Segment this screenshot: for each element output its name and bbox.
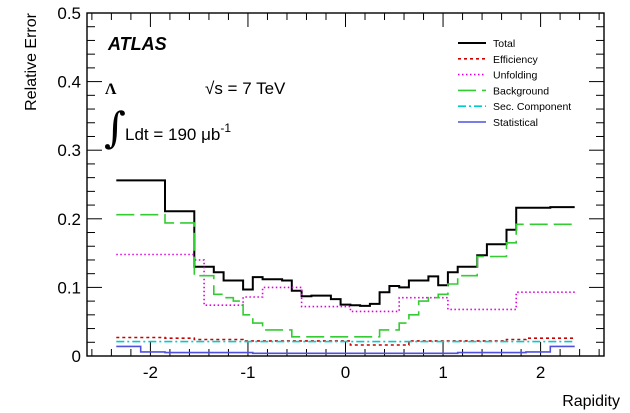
- legend-label: Background: [493, 85, 549, 97]
- x-tick-label: 0: [341, 363, 350, 382]
- x-tick-label: 1: [438, 363, 447, 382]
- integral-symbol: ∫: [104, 103, 126, 152]
- series-lines: [116, 179, 575, 355]
- legend-label: Efficiency: [493, 54, 538, 66]
- y-tick-label: 0.5: [57, 4, 81, 23]
- series-line-background: [116, 213, 575, 338]
- x-tick-label: -2: [143, 363, 158, 382]
- energy-label: √s = 7 TeV: [205, 79, 286, 98]
- y-tick-label: 0.1: [57, 278, 81, 297]
- y-tick-label: 0.3: [57, 141, 81, 160]
- y-tick-label: 0: [72, 347, 81, 366]
- legend-label: Unfolding: [493, 70, 538, 82]
- y-tick-labels: 0 0.1 0.2 0.3 0.4 0.5: [57, 4, 81, 366]
- lambda-symbol: Λ: [105, 81, 117, 98]
- y-tick-label: 0.2: [57, 210, 81, 229]
- atlas-label: ATLAS: [107, 34, 167, 54]
- legend-label: Sec. Component: [493, 101, 571, 113]
- x-axis-label: Rapidity: [562, 393, 620, 410]
- y-tick-label: 0.4: [57, 73, 81, 92]
- y-axis-label: Relative Error: [23, 12, 40, 110]
- x-tick-label: 2: [536, 363, 545, 382]
- series-line-statistical: [116, 345, 575, 355]
- series-line-unfolding: [116, 253, 575, 313]
- series-line-efficiency: [116, 336, 575, 346]
- luminosity-exponent: -1: [220, 121, 231, 135]
- legend-label: Statistical: [493, 117, 538, 129]
- legend: Total Efficiency Unfolding Background Sec. C…: [458, 38, 571, 129]
- luminosity-text: Ldt = 190 μb: [125, 125, 220, 144]
- luminosity-label: Ldt = 190 μb-1: [125, 121, 231, 144]
- legend-label: Total: [493, 38, 515, 50]
- x-tick-label: -1: [240, 363, 255, 382]
- axis-ticks: [87, 12, 604, 357]
- x-tick-labels: -2 -1 0 1 2: [143, 363, 545, 382]
